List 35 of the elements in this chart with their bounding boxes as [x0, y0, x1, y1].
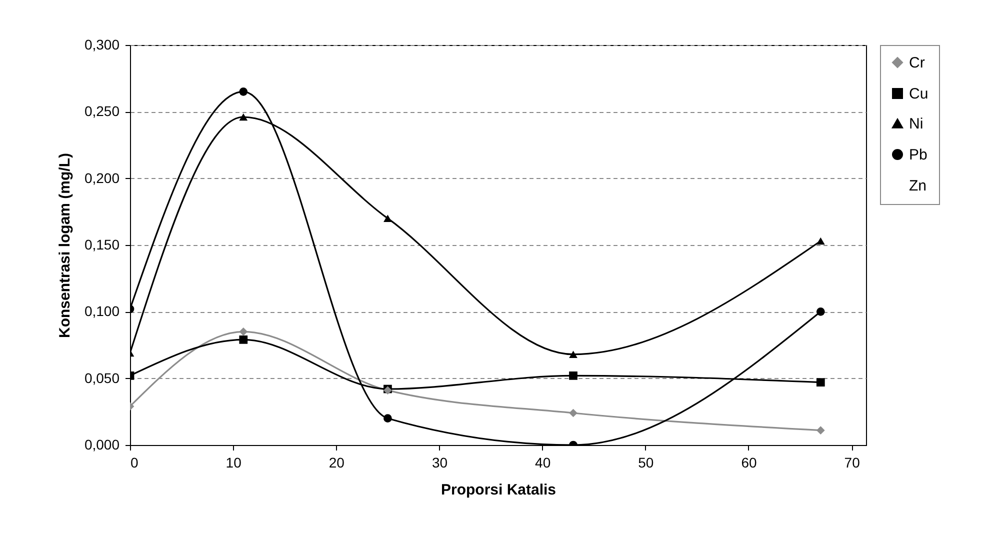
legend-label: Cu [909, 86, 928, 102]
x-tick-label: 30 [432, 454, 448, 470]
x-axis-title: Proporsi Katalis [440, 482, 556, 498]
legend-label: Pb [909, 146, 928, 164]
x-tick-label: 70 [844, 454, 860, 470]
point [816, 307, 825, 316]
y-tick-label: 0,300 [84, 36, 120, 52]
point [239, 113, 248, 121]
point [816, 237, 825, 245]
x-tick-label: 10 [226, 454, 242, 470]
point [384, 214, 392, 222]
point [384, 414, 392, 423]
y-tick-label: 0,050 [84, 370, 120, 386]
x-tick-label: 20 [328, 454, 345, 470]
legend-label: Ni [909, 116, 924, 132]
y-tick-label: 0,250 [84, 103, 120, 120]
y-axis-title: Konsentrasi logam (mg/L) [56, 152, 74, 338]
x-tick-label: 40 [535, 454, 551, 470]
point [239, 327, 248, 336]
point [239, 335, 248, 344]
x-tick-label: 60 [741, 454, 757, 470]
point [569, 350, 578, 358]
y-tick-label: 0,100 [84, 303, 120, 320]
y-tick-label: 0,000 [84, 436, 120, 452]
point [569, 371, 578, 380]
point [816, 426, 825, 435]
x-tick-label: 50 [638, 454, 654, 470]
point [569, 408, 578, 418]
point [239, 87, 248, 96]
legend-label: Cr [909, 54, 925, 72]
y-tick-label: 0,200 [84, 170, 120, 186]
point [816, 378, 825, 387]
y-tick-label: 0,150 [84, 236, 120, 252]
text: Zn [909, 178, 927, 194]
x-tick-label: 0 [130, 454, 138, 470]
